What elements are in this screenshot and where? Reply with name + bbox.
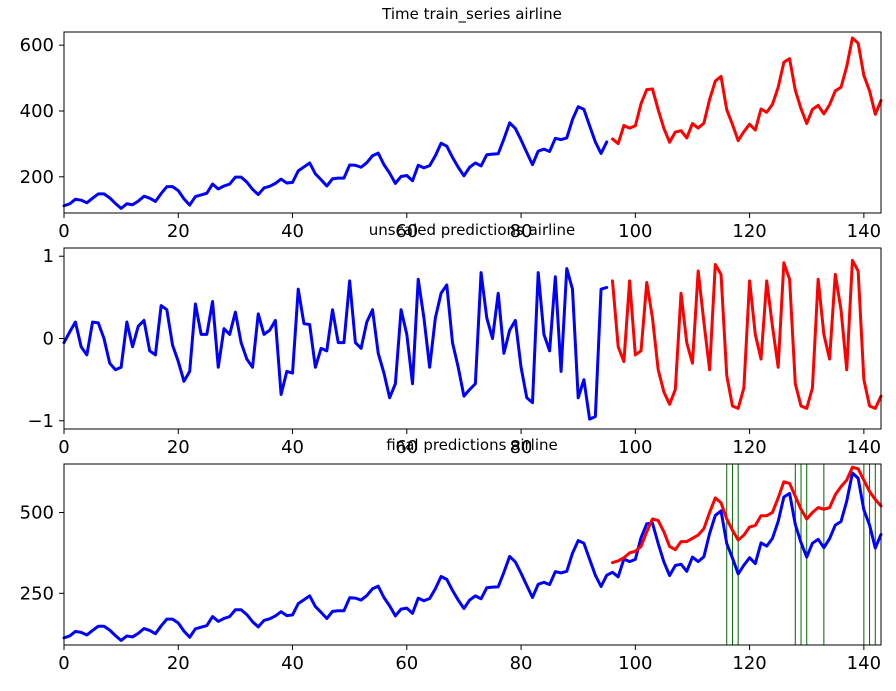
panel-title: Time train_series airline [381,5,562,24]
x-tick-label: 40 [281,437,304,458]
x-tick-label: 140 [847,221,881,242]
x-tick-label: 140 [847,437,881,458]
panel-final-predictions: 0 20 40 60 80 100 120 140 250 500 final prediction… [20,436,883,674]
x-tick-label: 0 [58,653,69,674]
x-tick-label: 140 [847,653,881,674]
series-line-train [62,267,609,421]
panel-train-series: 0 20 40 60 80 100 120 140 200 400 600 Time train_se… [20,5,883,242]
axes-frame [63,247,882,430]
y-tick-label: 0 [43,329,54,350]
series-line-train [62,105,609,210]
y-tick-label: 600 [20,35,54,56]
y-tick-label: 400 [20,101,54,122]
y-tick-label: 500 [20,502,54,523]
x-tick-label: 40 [281,221,304,242]
y-tick-label: 200 [20,167,54,188]
x-tick-label: 40 [281,653,304,674]
x-tick-label: 120 [732,437,766,458]
x-tick-label: 80 [510,437,533,458]
y-tick-label: −1 [27,411,54,432]
y-tick-label: 1 [43,246,54,267]
x-tick-label: 0 [58,437,69,458]
axes-frame [63,463,882,646]
x-tick-label: 80 [510,221,533,242]
y-tick-label: 250 [20,583,54,604]
panel-title: unscaled predictions airline [369,221,575,239]
x-tick-label: 120 [732,653,766,674]
x-tick-label: 100 [618,437,652,458]
x-tick-label: 60 [395,221,418,242]
x-tick-label: 0 [58,221,69,242]
series-line-test [610,258,883,410]
x-tick-label: 100 [618,221,652,242]
x-tick-label: 60 [395,437,418,458]
series-line-actual [62,471,883,642]
axes-frame [63,31,882,214]
x-tick-label: 20 [167,437,190,458]
series-line-test [610,36,883,146]
x-tick-label: 20 [167,653,190,674]
series-line-prediction [610,465,883,565]
x-tick-label: 120 [732,221,766,242]
x-tick-label: 60 [395,653,418,674]
x-tick-label: 80 [510,653,533,674]
x-tick-label: 20 [167,221,190,242]
x-tick-label: 100 [618,653,652,674]
panel-title: final predictions airline [386,436,558,454]
